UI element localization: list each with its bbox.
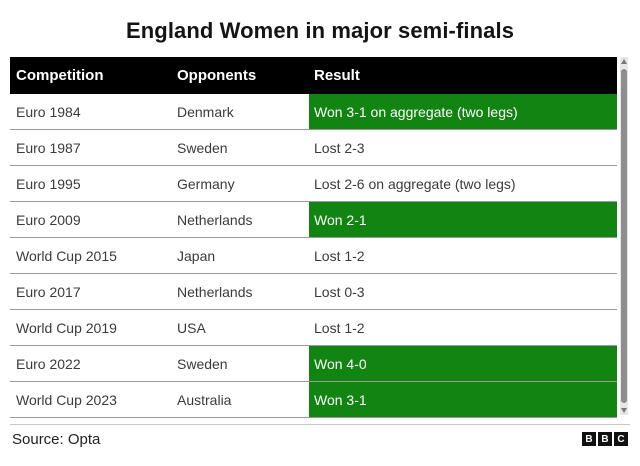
- cell-opponents: Japan: [177, 247, 216, 264]
- cell-opponents: Germany: [177, 175, 235, 192]
- scroll-down-icon[interactable]: [621, 408, 627, 413]
- table-row: World Cup 2023 Australia Won 3-1: [10, 381, 617, 417]
- semi-finals-table: Competition Opponents Result Euro 1984 De…: [10, 57, 617, 418]
- cell-opponents: Denmark: [177, 103, 234, 120]
- scroll-up-icon[interactable]: [621, 59, 627, 64]
- cell-competition: Euro 2009: [16, 211, 81, 228]
- table-header: Competition Opponents Result: [10, 57, 617, 94]
- bbc-logo: B B C: [582, 432, 628, 446]
- cell-result: Won 2-1: [309, 202, 617, 237]
- header-result: Result: [314, 67, 360, 84]
- footer-divider: [10, 424, 630, 425]
- cell-opponents: Sweden: [177, 139, 228, 156]
- scrollbar[interactable]: [620, 57, 628, 415]
- table-body: Euro 1984 Denmark Won 3-1 on aggregate (tw…: [10, 94, 617, 417]
- cell-result: Lost 2-3: [314, 139, 365, 156]
- cell-competition: Euro 1987: [16, 139, 81, 156]
- header-competition: Competition: [16, 67, 104, 84]
- cell-competition: World Cup 2023: [16, 391, 117, 408]
- logo-letter: B: [598, 432, 612, 446]
- cell-opponents: Australia: [177, 391, 232, 408]
- cell-competition: Euro 1995: [16, 175, 81, 192]
- page-title: England Women in major semi-finals: [125, 18, 515, 43]
- table-row: Euro 1987 Sweden Lost 2-3: [10, 129, 617, 165]
- source-note: Source: Opta: [12, 431, 101, 448]
- cell-opponents: Sweden: [177, 355, 228, 372]
- table-row: Euro 2017 Netherlands Lost 0-3: [10, 273, 617, 309]
- table-row: Euro 1995 Germany Lost 2-6 on aggregate (t…: [10, 165, 617, 201]
- cell-opponents: USA: [177, 319, 206, 336]
- table-row: World Cup 2015 Japan Lost 1-2: [10, 237, 617, 273]
- scroll-thumb[interactable]: [621, 69, 627, 403]
- logo-letter: B: [582, 432, 596, 446]
- cell-opponents: Netherlands: [177, 211, 253, 228]
- table-row: Euro 2022 Sweden Won 4-0: [10, 345, 617, 381]
- cell-result: Won 3-1: [309, 382, 617, 417]
- table-row: World Cup 2019 USA Lost 1-2: [10, 309, 617, 345]
- cell-competition: World Cup 2019: [16, 319, 117, 336]
- cell-competition: Euro 2017: [16, 283, 81, 300]
- table-row: Euro 2009 Netherlands Won 2-1: [10, 201, 617, 237]
- cell-result: Lost 1-2: [314, 247, 365, 264]
- cell-competition: Euro 1984: [16, 103, 81, 120]
- cell-result: Won 3-1 on aggregate (two legs): [309, 94, 617, 129]
- cell-opponents: Netherlands: [177, 283, 253, 300]
- cell-competition: World Cup 2015: [16, 247, 117, 264]
- cell-result: Lost 2-6 on aggregate (two legs): [314, 175, 516, 192]
- header-opponents: Opponents: [177, 67, 257, 84]
- cell-result: Won 4-0: [309, 346, 617, 381]
- cell-result: Lost 1-2: [314, 319, 365, 336]
- cell-result: Lost 0-3: [314, 283, 365, 300]
- logo-letter: C: [614, 432, 628, 446]
- cell-competition: Euro 2022: [16, 355, 81, 372]
- table-row: Euro 1984 Denmark Won 3-1 on aggregate (tw…: [10, 94, 617, 129]
